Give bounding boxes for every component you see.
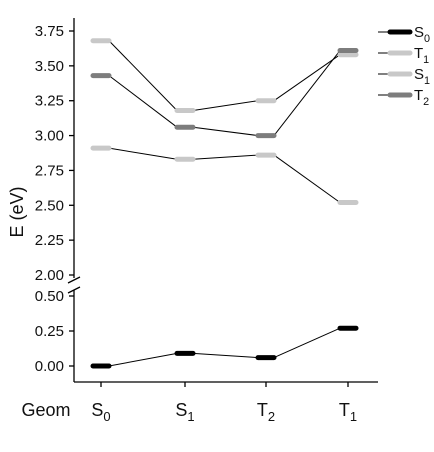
legend-label: T1 [414,45,429,66]
x-category-label: S1 [175,400,194,424]
y-tick-label: 2.75 [35,162,64,179]
y-tick-label: 0.50 [35,288,64,305]
series-s0-connector [273,327,341,359]
y-tick-label: 2.50 [35,197,64,214]
legend-label: S1 [414,66,430,87]
series-s0-connector [108,352,178,367]
x-category-label: S0 [91,400,110,424]
y-tick-label: 0.25 [35,323,64,340]
series-t2-connector [192,126,259,137]
series-s0-connector [192,352,259,359]
series-t2-connector [273,50,341,136]
x-category-label: T1 [339,400,357,424]
x-category-label: T2 [257,400,275,424]
y-tick-label: 3.25 [35,93,64,110]
y-tick-label: 2.00 [35,267,64,284]
axis-break-mark-lower [67,286,81,294]
series-t2-connector [108,75,178,128]
legend-label: T2 [414,87,429,108]
y-tick-label: 3.50 [35,58,64,75]
y-tick-label: 2.25 [35,232,64,249]
y-tick-label: 3.00 [35,128,64,145]
y-axis-title: E (eV) [7,186,27,237]
axis-break-mark-upper [67,276,81,284]
x-axis-prefix-label: Geom [21,400,70,420]
series-t1-connector [192,100,259,111]
series-t1-connector [108,40,178,111]
y-tick-label: 0.00 [35,358,64,375]
legend-label: S0 [414,24,430,45]
series-s1-connector [273,154,341,203]
series-s1-connector [192,154,259,160]
y-tick-label: 3.75 [35,23,64,40]
series-t1-connector [273,54,341,102]
series-s1-connector [108,147,178,160]
